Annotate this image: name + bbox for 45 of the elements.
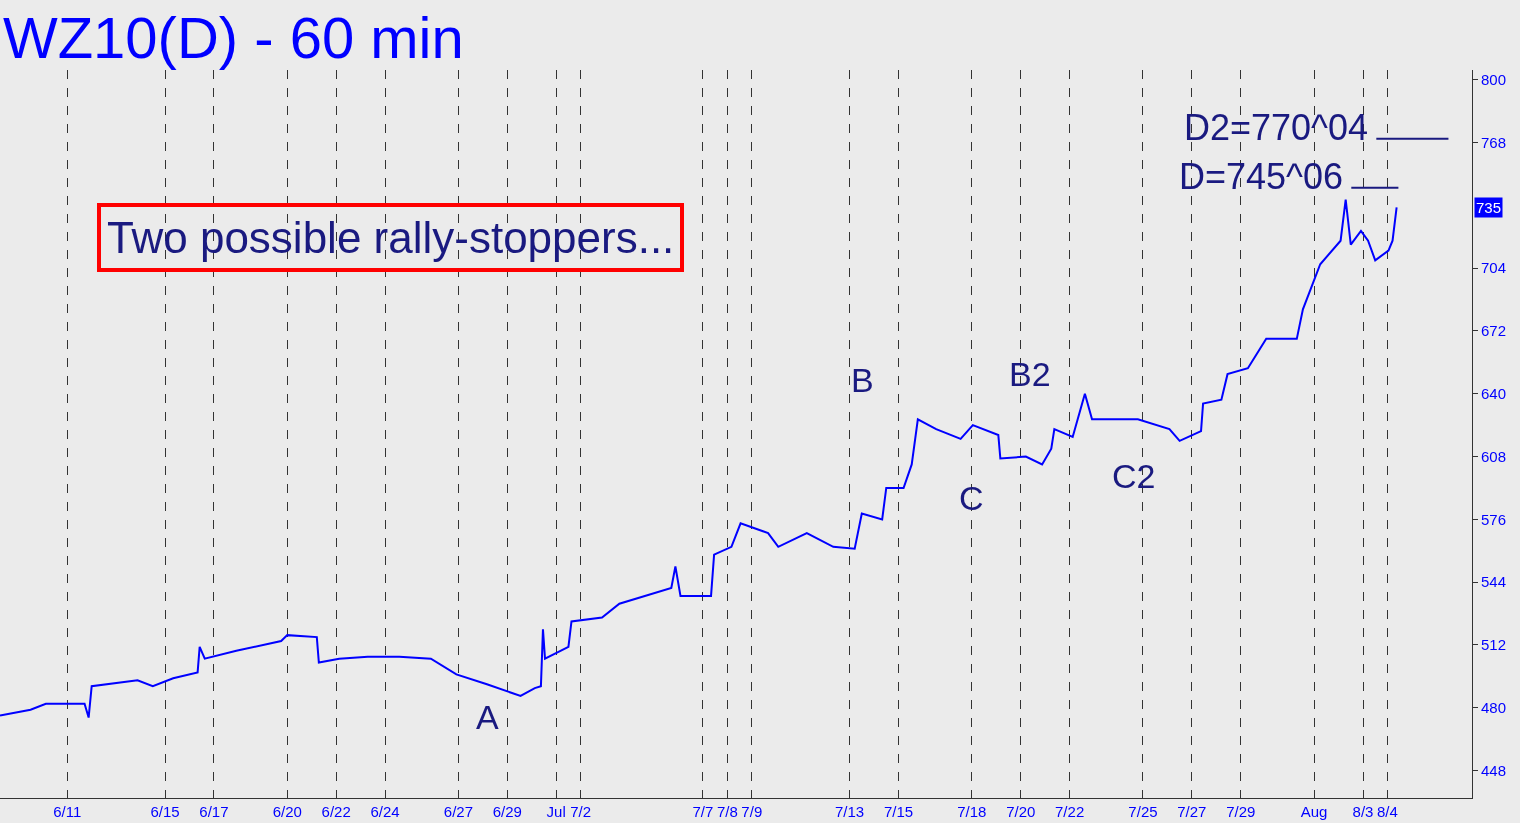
- annotation: B: [851, 361, 874, 399]
- x-tick-label: 6/29: [492, 803, 522, 820]
- x-tick-label: 7/18: [957, 803, 987, 820]
- y-tick-label: 704: [1481, 259, 1507, 277]
- x-tick-label: 7/29: [1226, 803, 1256, 820]
- x-tick-label: 8/4: [1377, 803, 1398, 820]
- y-tick-label: 480: [1481, 698, 1507, 716]
- x-tick-label: 6/22: [321, 803, 351, 820]
- annotation: B2: [1009, 355, 1051, 393]
- ref-line-label: D=745^06: [1179, 156, 1344, 197]
- x-tick-label: Jul: [546, 803, 566, 820]
- annotation: Two possible rally-stoppers...: [107, 213, 675, 262]
- annotation: A: [476, 698, 499, 736]
- x-tick-label: 7/20: [1006, 803, 1036, 820]
- y-tick-label: 512: [1481, 636, 1507, 654]
- x-tick-label: 6/17: [199, 803, 229, 820]
- x-tick-label: 7/8: [716, 803, 738, 820]
- ref-line-label: D2=770^04: [1184, 107, 1369, 148]
- annotation: C: [959, 479, 984, 517]
- annotation: C2: [1112, 457, 1156, 495]
- annotation: 735: [1476, 199, 1502, 216]
- x-tick-label: 7/13: [834, 803, 865, 820]
- y-tick-label: 608: [1481, 447, 1507, 465]
- x-tick-label: 7/25: [1128, 803, 1158, 820]
- chart-title: WZ10(D) - 60 min: [2, 5, 464, 71]
- y-tick-label: 576: [1481, 510, 1507, 528]
- x-tick-label: 7/9: [741, 803, 763, 820]
- y-tick-label: 672: [1481, 322, 1507, 340]
- x-tick-label: 6/20: [272, 803, 302, 820]
- y-tick-label: 768: [1481, 133, 1507, 151]
- x-tick-label: 7/22: [1055, 803, 1085, 820]
- x-tick-label: 6/11: [53, 803, 82, 820]
- y-tick-label: 448: [1481, 761, 1507, 779]
- x-tick-label: 6/15: [150, 803, 180, 820]
- x-tick-label: Aug: [1300, 803, 1328, 820]
- x-tick-label: 7/27: [1177, 803, 1207, 820]
- y-tick-label: 640: [1481, 385, 1507, 403]
- x-tick-label: 7/2: [570, 803, 592, 820]
- x-tick-label: 6/24: [370, 803, 400, 820]
- x-tick-label: 7/7: [692, 803, 714, 820]
- x-tick-label: 8/3: [1352, 803, 1374, 820]
- y-tick-label: 800: [1481, 71, 1507, 89]
- x-tick-label: 6/27: [443, 803, 474, 820]
- x-tick-label: 7/15: [883, 803, 914, 820]
- y-tick-label: 544: [1481, 573, 1507, 591]
